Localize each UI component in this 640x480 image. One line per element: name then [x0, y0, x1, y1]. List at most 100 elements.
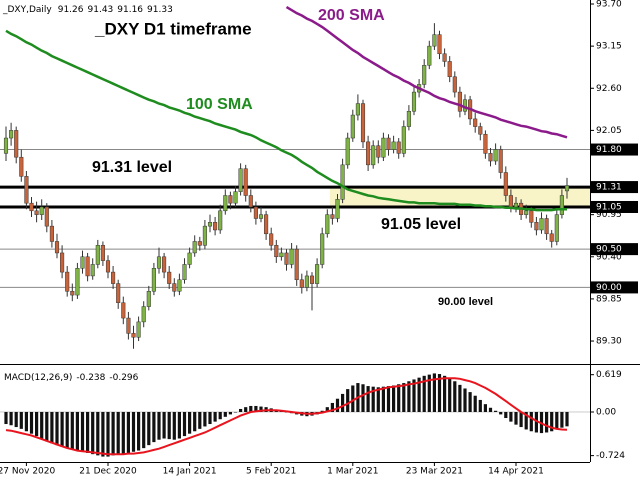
macd-bar [75, 411, 79, 451]
x-tick-label: 5 Feb 2021 [246, 467, 296, 477]
macd-bar [152, 411, 156, 443]
candle-body [19, 156, 24, 177]
candle-body [44, 206, 49, 227]
candle-body [121, 302, 126, 319]
candle-body [396, 141, 401, 154]
candle-body [386, 137, 391, 150]
candle-body [294, 248, 299, 281]
candle-body [498, 149, 503, 173]
candle-body [478, 126, 483, 135]
macd-bar [402, 383, 406, 412]
macd-bar [4, 411, 8, 425]
candle-body [503, 172, 508, 196]
macd-pane [0, 373, 590, 457]
candle-body [350, 114, 355, 139]
level-label: 91.05 [596, 202, 622, 212]
x-tick-label: 14 Apr 2021 [488, 467, 544, 477]
candle-body [320, 233, 325, 265]
level-tag [591, 143, 638, 156]
candle-body [14, 130, 19, 158]
candle-body [513, 202, 519, 208]
candle-body [207, 222, 213, 227]
macd-bar [147, 411, 151, 446]
candle-body [299, 279, 304, 288]
macd-title: MACD(12,26,9) -0.238 -0.296 [4, 373, 139, 383]
level-tag [591, 200, 638, 213]
candle-body [330, 214, 335, 219]
candle-body [95, 245, 100, 265]
macd-bar [376, 387, 380, 412]
macd-bar [412, 379, 416, 412]
candle-body [401, 126, 406, 154]
candle-body [360, 103, 366, 143]
candle-body [524, 210, 529, 215]
macd-bar [519, 411, 523, 428]
macd-bar [142, 411, 146, 449]
x-tick-label: 27 Nov 2020 [0, 467, 55, 477]
candle-body [422, 65, 427, 85]
macd-bar [116, 411, 120, 455]
level-annotation: 91.31 level [92, 159, 172, 176]
macd-bar [351, 385, 355, 412]
macd-bar [371, 386, 375, 412]
candle-body [442, 53, 447, 62]
candle-body [289, 248, 294, 265]
candle-body [238, 168, 243, 192]
candle-body [253, 206, 258, 219]
candle-body [131, 333, 136, 338]
candle-body [146, 291, 151, 307]
macd-bar [45, 411, 49, 441]
candle-body [3, 137, 9, 154]
candle-body [54, 241, 60, 254]
level-band [329, 187, 590, 207]
macd-bar [381, 386, 385, 412]
candle-body [376, 145, 381, 158]
macd-bar [177, 411, 181, 439]
macd-bar [182, 411, 187, 437]
macd-bar [24, 411, 28, 432]
macd-bar [233, 411, 238, 413]
macd-bar [320, 410, 324, 412]
candle-body [457, 91, 462, 112]
candle-body [156, 256, 162, 269]
macd-bar [70, 411, 74, 450]
candle-body [559, 195, 564, 215]
candle-body [34, 210, 39, 215]
macd-bar [458, 384, 462, 412]
candle-body [39, 206, 44, 215]
sma-line [285, 6, 568, 139]
macd-bar [417, 377, 421, 412]
macd-bar [126, 411, 130, 453]
candle-body [49, 225, 54, 242]
candle-body [284, 252, 289, 265]
candle-body [483, 133, 488, 154]
level-label: 91.31 [596, 183, 622, 193]
macd-bar [341, 393, 345, 412]
header: _DXY,Daily 91.26 91.43 91.16 91.33 [2, 5, 173, 15]
candle-body [70, 291, 75, 296]
candle-body [90, 264, 95, 277]
macd-bar [550, 411, 554, 432]
y-tick-label: 93.70 [596, 0, 622, 10]
macd-bar [448, 378, 452, 412]
x-tick-label: 14 Jan 2021 [163, 467, 217, 477]
macd-bar [19, 411, 23, 429]
macd-bar [111, 411, 115, 456]
macd-bar [432, 373, 436, 412]
macd-bar [239, 408, 243, 412]
macd-bar [213, 411, 217, 422]
macd-bar [392, 385, 396, 412]
macd-bar [473, 395, 477, 412]
macd-bar [228, 411, 232, 415]
candle-body [167, 271, 172, 284]
macd-bar [397, 384, 401, 412]
macd-bar [335, 398, 340, 412]
macd-bar [555, 411, 559, 430]
macd-bar [437, 374, 442, 412]
candle-body [187, 252, 192, 265]
macd-bar [529, 411, 533, 432]
macd-bar [50, 411, 54, 444]
macd-bar [40, 411, 44, 439]
